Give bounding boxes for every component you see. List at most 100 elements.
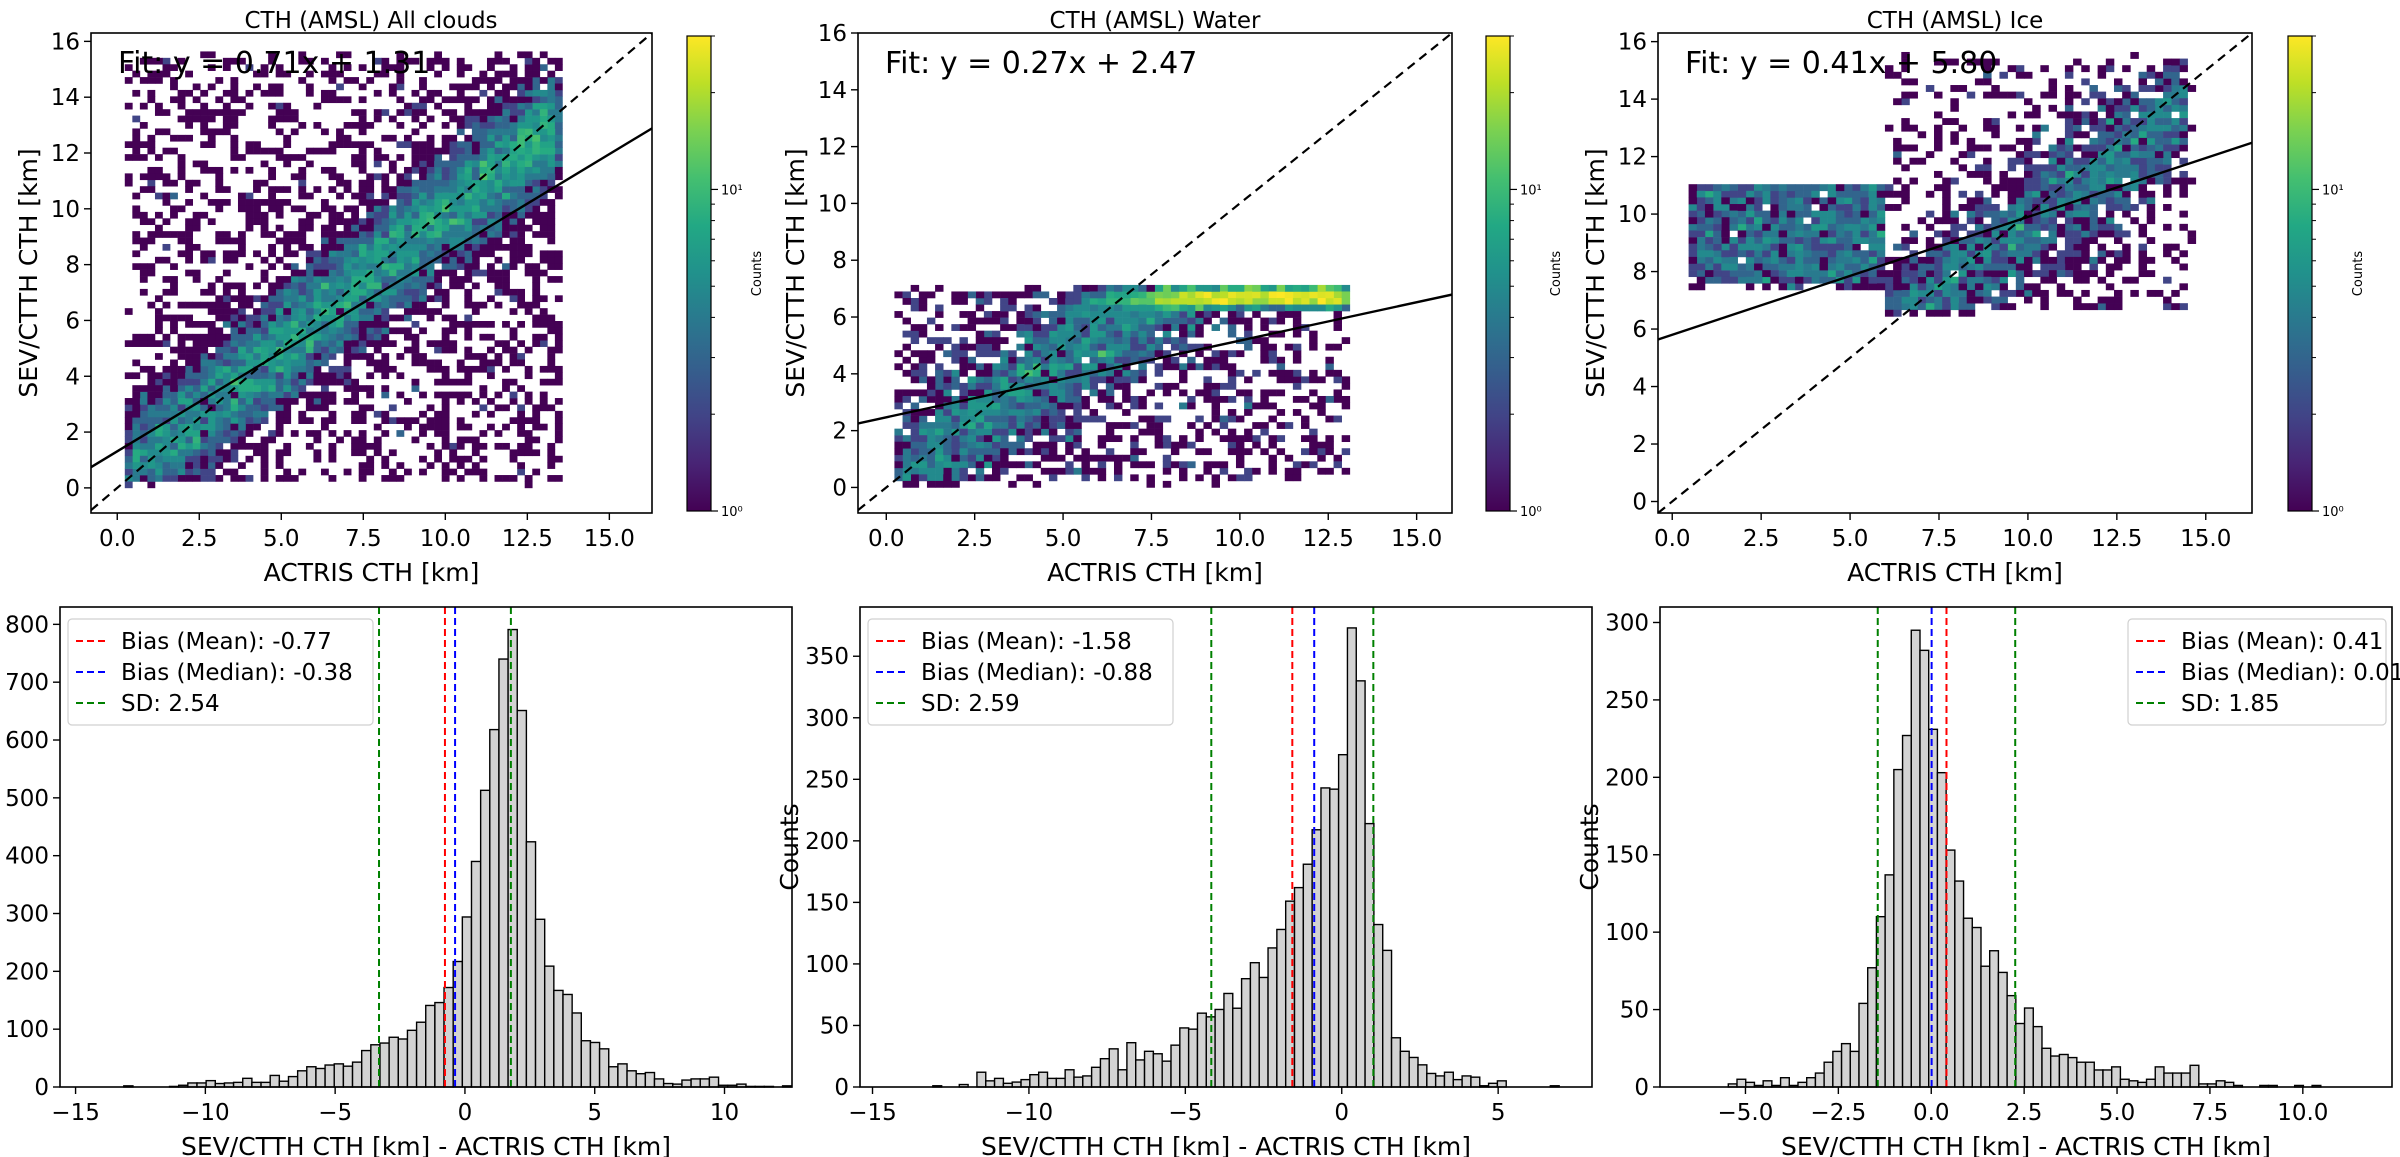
density-cell <box>1942 118 1951 125</box>
density-cell <box>554 430 563 437</box>
density-cell <box>486 160 495 168</box>
density-cell <box>1317 297 1326 305</box>
density-cell <box>456 89 465 97</box>
density-cell <box>373 301 382 309</box>
density-cell <box>494 224 503 232</box>
density-cell <box>479 333 488 341</box>
density-cell <box>479 160 488 168</box>
density-cell <box>2146 98 2156 106</box>
density-cell <box>358 385 367 392</box>
density-cell <box>1341 395 1351 403</box>
reference-lines <box>378 607 512 1087</box>
density-cell <box>494 154 503 161</box>
density-cell <box>2146 190 2156 198</box>
density-cell <box>222 256 231 264</box>
density-cell <box>1786 250 1796 258</box>
density-cell <box>260 218 269 226</box>
density-cell <box>951 454 960 462</box>
density-cell <box>434 89 443 97</box>
regression-line <box>858 293 1452 425</box>
density-cell <box>411 346 420 354</box>
density-cell <box>471 186 480 193</box>
histogram-bar <box>315 1067 326 1088</box>
density-cell <box>298 231 307 238</box>
density-cell <box>396 51 405 59</box>
density-cell <box>1333 343 1342 351</box>
density-cell <box>517 385 526 392</box>
density-cell <box>1268 441 1277 449</box>
density-cell <box>1827 204 1837 211</box>
density-cell <box>471 154 480 161</box>
density-cell <box>366 288 375 296</box>
density-cell <box>532 301 541 309</box>
density-cell <box>170 96 178 104</box>
density-cell <box>1713 256 1722 264</box>
density-cell <box>1884 124 1894 132</box>
density-cell <box>2040 276 2049 284</box>
density-cell <box>434 237 443 245</box>
density-cell <box>524 179 533 187</box>
density-cell <box>170 378 178 386</box>
density-cell <box>1794 263 1804 271</box>
density-cell <box>192 96 201 104</box>
density-cell <box>253 295 261 303</box>
density-cell <box>1942 197 1951 205</box>
density-cell <box>139 77 148 84</box>
density-cell <box>539 250 548 258</box>
density-cell <box>1696 197 1706 205</box>
density-cell <box>502 186 510 193</box>
density-cell <box>456 64 465 71</box>
density-cell <box>388 186 397 193</box>
density-cell <box>1065 369 1074 377</box>
density-cell <box>124 173 133 181</box>
density-cell <box>215 359 224 367</box>
density-cell <box>2040 204 2049 211</box>
density-cell <box>464 134 473 142</box>
density-cell <box>162 301 171 309</box>
density-cell <box>479 134 488 142</box>
density-cell <box>305 269 314 277</box>
density-cell <box>1893 283 1902 291</box>
density-cell <box>328 295 337 303</box>
density-cell <box>509 353 518 360</box>
density-cell <box>215 378 224 386</box>
density-cell <box>343 205 352 213</box>
density-cell <box>509 102 518 110</box>
density-cell <box>951 480 960 488</box>
density-cell <box>502 282 510 290</box>
density-cell <box>1113 454 1123 462</box>
density-cell <box>1696 263 1706 271</box>
density-cell <box>2081 144 2090 152</box>
density-cell <box>237 410 246 418</box>
density-cell <box>894 454 903 462</box>
density-cell <box>1154 428 1164 436</box>
density-cell <box>975 454 985 462</box>
density-cell <box>517 218 526 226</box>
density-cell <box>207 199 216 206</box>
density-cell <box>305 211 314 219</box>
density-cell <box>132 475 141 482</box>
density-cell <box>305 243 314 251</box>
density-cell <box>177 89 186 97</box>
density-cell <box>1934 170 1943 178</box>
density-cell <box>1974 197 1984 205</box>
density-cell <box>305 263 314 270</box>
density-cell <box>2048 210 2058 218</box>
density-cell <box>1729 250 1738 258</box>
density-cell <box>185 442 194 450</box>
density-cell <box>1737 204 1747 211</box>
density-cell <box>524 115 533 123</box>
density-cell <box>1786 197 1796 205</box>
density-cell <box>1268 356 1277 364</box>
density-cell <box>1032 311 1042 318</box>
density-cell <box>1065 356 1074 364</box>
density-cell <box>1276 409 1286 416</box>
density-cell <box>1778 270 1788 278</box>
density-cell <box>1057 415 1066 423</box>
density-cell <box>2113 98 2123 106</box>
density-cell <box>2146 164 2156 172</box>
density-cell <box>2024 243 2033 251</box>
density-cell <box>547 455 556 463</box>
density-cell <box>547 96 556 104</box>
density-cell <box>2105 170 2115 178</box>
